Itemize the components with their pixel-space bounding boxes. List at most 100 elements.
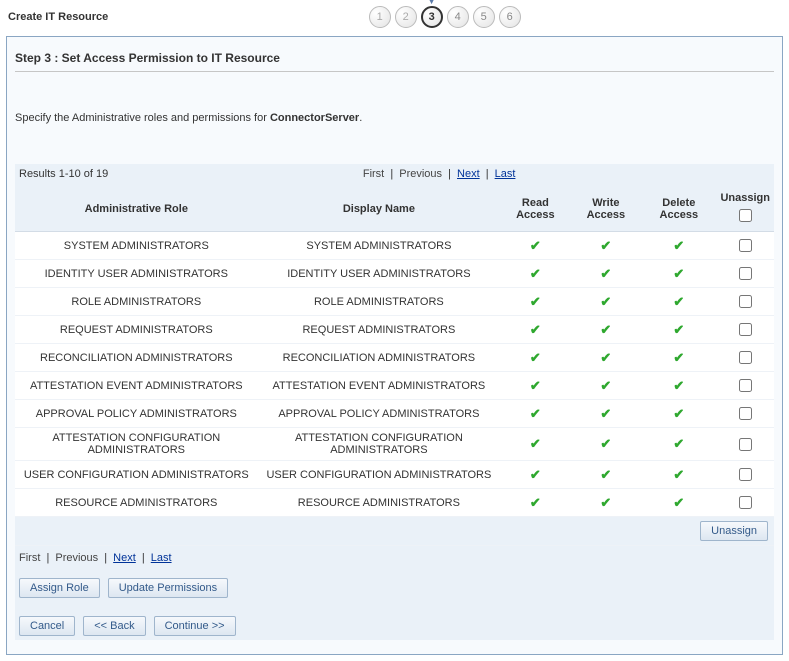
cell-read: ✔ (500, 489, 570, 517)
cell-unassign (716, 489, 774, 517)
cell-unassign (716, 400, 774, 428)
unassign-checkbox[interactable] (739, 239, 752, 252)
step-2[interactable]: 2 (395, 6, 417, 28)
check-icon: ✔ (673, 378, 684, 393)
check-icon: ✔ (530, 495, 541, 510)
step-1[interactable]: 1 (369, 6, 391, 28)
unassign-all-checkbox[interactable] (739, 209, 752, 222)
cell-display: IDENTITY USER ADMINISTRATORS (258, 260, 501, 288)
check-icon: ✔ (530, 322, 541, 337)
cell-read: ✔ (500, 428, 570, 461)
cell-delete: ✔ (641, 288, 716, 316)
step-3[interactable]: 3 (421, 6, 443, 28)
unassign-checkbox[interactable] (739, 295, 752, 308)
cell-write: ✔ (571, 288, 642, 316)
pager-first-bottom: First (19, 552, 40, 564)
unassign-checkbox[interactable] (739, 438, 752, 451)
cell-display: SYSTEM ADMINISTRATORS (258, 232, 501, 260)
step-5[interactable]: 5 (473, 6, 495, 28)
pager-previous: Previous (399, 168, 442, 180)
check-icon: ✔ (530, 294, 541, 309)
cell-read: ✔ (500, 260, 570, 288)
unassign-checkbox[interactable] (739, 468, 752, 481)
pager-next[interactable]: Next (457, 168, 480, 180)
cell-write: ✔ (571, 428, 642, 461)
cell-role: RESOURCE ADMINISTRATORS (15, 489, 258, 517)
table-row: ROLE ADMINISTRATORSROLE ADMINISTRATORS✔✔… (15, 288, 774, 316)
unassign-button[interactable]: Unassign (700, 521, 768, 541)
cell-delete: ✔ (641, 260, 716, 288)
cell-unassign (716, 260, 774, 288)
cell-role: ATTESTATION CONFIGURATION ADMINISTRATORS (15, 428, 258, 461)
unassign-checkbox[interactable] (739, 496, 752, 509)
check-icon: ✔ (673, 238, 684, 253)
cell-read: ✔ (500, 461, 570, 489)
cell-delete: ✔ (641, 400, 716, 428)
cell-read: ✔ (500, 288, 570, 316)
cell-read: ✔ (500, 232, 570, 260)
permissions-table: Administrative Role Display Name Read Ac… (15, 186, 774, 546)
unassign-checkbox[interactable] (739, 379, 752, 392)
cell-role: APPROVAL POLICY ADMINISTRATORS (15, 400, 258, 428)
check-icon: ✔ (673, 467, 684, 482)
cell-delete: ✔ (641, 344, 716, 372)
check-icon: ✔ (600, 406, 611, 421)
divider (15, 71, 774, 72)
col-display: Display Name (258, 186, 501, 232)
update-permissions-button[interactable]: Update Permissions (108, 578, 228, 598)
check-icon: ✔ (673, 436, 684, 451)
wizard-panel: Step 3 : Set Access Permission to IT Res… (6, 36, 783, 655)
check-icon: ✔ (600, 294, 611, 309)
pager-previous-bottom: Previous (55, 552, 98, 564)
cell-role: IDENTITY USER ADMINISTRATORS (15, 260, 258, 288)
cell-write: ✔ (571, 489, 642, 517)
check-icon: ✔ (600, 238, 611, 253)
assign-role-button[interactable]: Assign Role (19, 578, 100, 598)
table-row: RECONCILIATION ADMINISTRATORSRECONCILIAT… (15, 344, 774, 372)
check-icon: ✔ (530, 266, 541, 281)
check-icon: ✔ (600, 436, 611, 451)
pager-last[interactable]: Last (495, 168, 516, 180)
table-row: ATTESTATION CONFIGURATION ADMINISTRATORS… (15, 428, 774, 461)
role-actions: Assign Role Update Permissions (15, 570, 774, 598)
cell-unassign (716, 288, 774, 316)
cell-unassign (716, 316, 774, 344)
cancel-button[interactable]: Cancel (19, 616, 75, 636)
check-icon: ✔ (600, 467, 611, 482)
pager-next-bottom[interactable]: Next (113, 552, 136, 564)
check-icon: ✔ (600, 322, 611, 337)
unassign-checkbox[interactable] (739, 351, 752, 364)
check-icon: ✔ (600, 350, 611, 365)
cell-display: APPROVAL POLICY ADMINISTRATORS (258, 400, 501, 428)
check-icon: ✔ (530, 350, 541, 365)
back-button[interactable]: << Back (83, 616, 145, 636)
cell-role: RECONCILIATION ADMINISTRATORS (15, 344, 258, 372)
unassign-checkbox[interactable] (739, 407, 752, 420)
unassign-checkbox[interactable] (739, 267, 752, 280)
check-icon: ✔ (530, 467, 541, 482)
check-icon: ✔ (530, 406, 541, 421)
cell-delete: ✔ (641, 428, 716, 461)
table-row: REQUEST ADMINISTRATORSREQUEST ADMINISTRA… (15, 316, 774, 344)
cell-read: ✔ (500, 372, 570, 400)
unassign-checkbox[interactable] (739, 323, 752, 336)
instruction-suffix: . (359, 112, 362, 124)
col-role: Administrative Role (15, 186, 258, 232)
continue-button[interactable]: Continue >> (154, 616, 236, 636)
instruction-text: Specify the Administrative roles and per… (15, 112, 774, 124)
check-icon: ✔ (600, 495, 611, 510)
cell-unassign (716, 232, 774, 260)
col-unassign-label: Unassign (720, 192, 770, 204)
results-count: Results 1-10 of 19 (19, 168, 108, 180)
step-pointer-icon: ▼ (427, 0, 436, 6)
cell-display: RECONCILIATION ADMINISTRATORS (258, 344, 501, 372)
cell-write: ✔ (571, 461, 642, 489)
step-4[interactable]: 4 (447, 6, 469, 28)
cell-write: ✔ (571, 344, 642, 372)
cell-display: ATTESTATION EVENT ADMINISTRATORS (258, 372, 501, 400)
check-icon: ✔ (673, 350, 684, 365)
cell-delete: ✔ (641, 461, 716, 489)
step-6[interactable]: 6 (499, 6, 521, 28)
pager-last-bottom[interactable]: Last (151, 552, 172, 564)
table-row: SYSTEM ADMINISTRATORSSYSTEM ADMINISTRATO… (15, 232, 774, 260)
